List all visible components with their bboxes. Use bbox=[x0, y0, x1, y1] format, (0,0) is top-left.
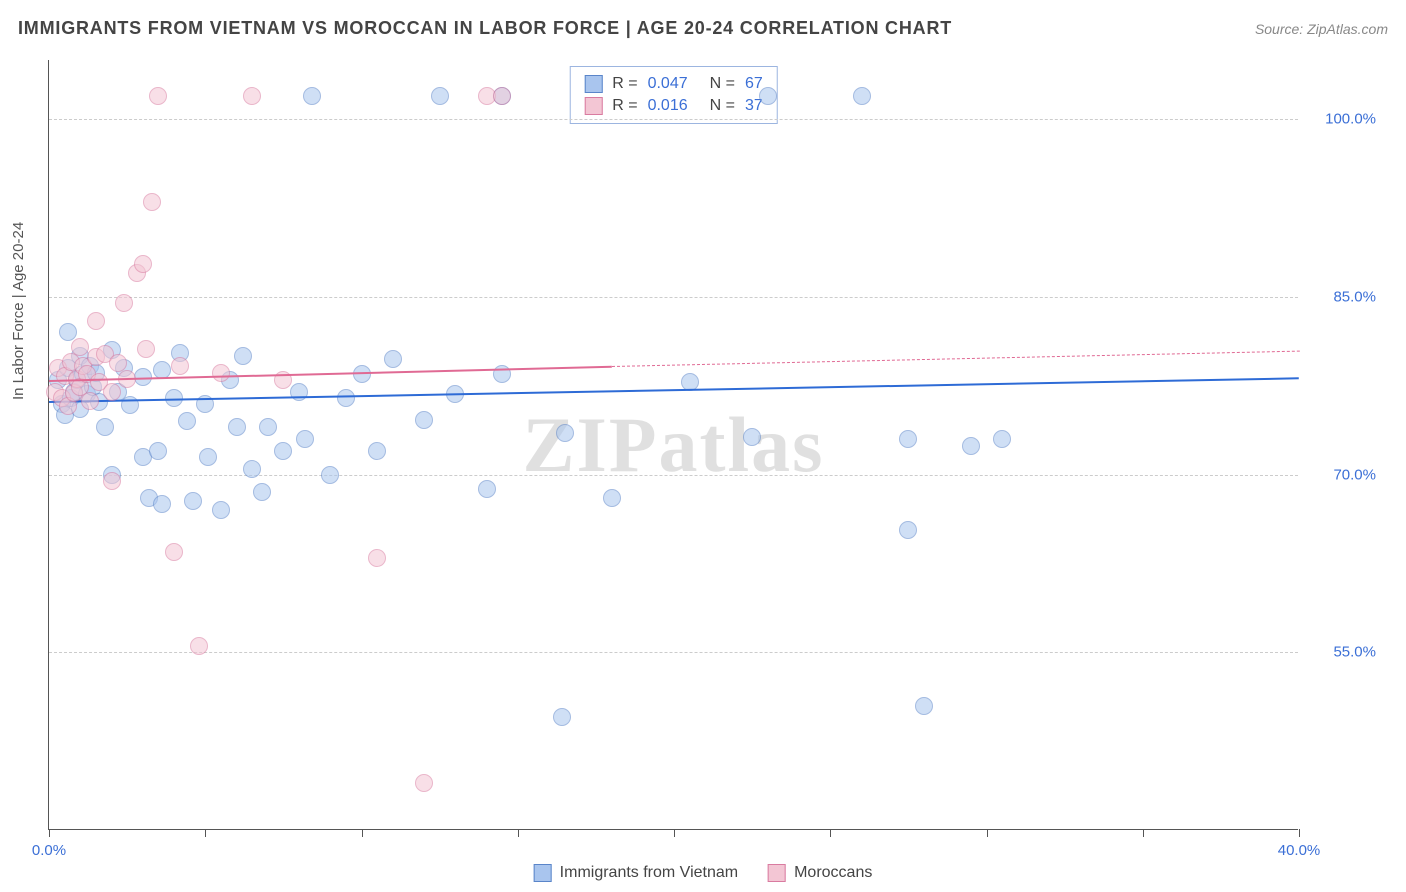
data-point bbox=[234, 347, 252, 365]
data-point bbox=[87, 312, 105, 330]
x-tick bbox=[49, 829, 50, 837]
stats-row: R =0.047N =67 bbox=[584, 73, 763, 95]
data-point bbox=[962, 437, 980, 455]
gridline bbox=[49, 119, 1298, 120]
x-tick bbox=[674, 829, 675, 837]
data-point bbox=[153, 495, 171, 513]
data-point bbox=[384, 350, 402, 368]
legend-swatch bbox=[584, 75, 602, 93]
data-point bbox=[115, 294, 133, 312]
data-point bbox=[228, 418, 246, 436]
legend-swatch bbox=[584, 97, 602, 115]
trend-line bbox=[611, 350, 1299, 366]
scatter-plot-area: ZIPatlas R =0.047N =67R =0.016N =37 55.0… bbox=[48, 60, 1298, 830]
stats-row: R =0.016N =37 bbox=[584, 95, 763, 117]
y-tick-label: 70.0% bbox=[1333, 466, 1376, 483]
data-point bbox=[853, 87, 871, 105]
data-point bbox=[184, 492, 202, 510]
stat-n-label: N = bbox=[710, 97, 735, 115]
stat-n-label: N = bbox=[710, 75, 735, 93]
data-point bbox=[143, 193, 161, 211]
data-point bbox=[993, 430, 1011, 448]
data-point bbox=[553, 708, 571, 726]
watermark-text: ZIPatlas bbox=[522, 400, 824, 490]
data-point bbox=[165, 543, 183, 561]
x-tick bbox=[518, 829, 519, 837]
data-point bbox=[274, 442, 292, 460]
data-point bbox=[303, 87, 321, 105]
data-point bbox=[743, 428, 761, 446]
chart-title: IMMIGRANTS FROM VIETNAM VS MOROCCAN IN L… bbox=[18, 18, 952, 39]
data-point bbox=[603, 489, 621, 507]
legend-swatch bbox=[768, 864, 786, 882]
stat-r-value: 0.047 bbox=[648, 75, 688, 93]
data-point bbox=[134, 255, 152, 273]
x-tick bbox=[1299, 829, 1300, 837]
data-point bbox=[81, 392, 99, 410]
gridline bbox=[49, 297, 1298, 298]
data-point bbox=[199, 448, 217, 466]
data-point bbox=[915, 697, 933, 715]
data-point bbox=[368, 549, 386, 567]
gridline bbox=[49, 475, 1298, 476]
stat-r-label: R = bbox=[612, 97, 637, 115]
chart-source: Source: ZipAtlas.com bbox=[1255, 21, 1388, 37]
stat-r-label: R = bbox=[612, 75, 637, 93]
stat-r-value: 0.016 bbox=[648, 97, 688, 115]
data-point bbox=[212, 501, 230, 519]
data-point bbox=[96, 418, 114, 436]
legend-item: Immigrants from Vietnam bbox=[534, 864, 738, 882]
data-point bbox=[759, 87, 777, 105]
data-point bbox=[368, 442, 386, 460]
x-tick bbox=[205, 829, 206, 837]
data-point bbox=[415, 774, 433, 792]
data-point bbox=[212, 364, 230, 382]
x-tick-label: 40.0% bbox=[1278, 842, 1321, 859]
series-legend: Immigrants from Vietnam Moroccans bbox=[534, 864, 873, 882]
y-axis-label: In Labor Force | Age 20-24 bbox=[10, 222, 27, 400]
data-point bbox=[493, 87, 511, 105]
x-tick-label: 0.0% bbox=[32, 842, 66, 859]
x-tick bbox=[987, 829, 988, 837]
legend-label: Immigrants from Vietnam bbox=[560, 864, 738, 882]
data-point bbox=[415, 411, 433, 429]
data-point bbox=[103, 472, 121, 490]
data-point bbox=[243, 460, 261, 478]
y-tick-label: 100.0% bbox=[1325, 111, 1376, 128]
y-tick-label: 55.0% bbox=[1333, 644, 1376, 661]
chart-header: IMMIGRANTS FROM VIETNAM VS MOROCCAN IN L… bbox=[18, 18, 1388, 39]
data-point bbox=[149, 442, 167, 460]
data-point bbox=[899, 521, 917, 539]
data-point bbox=[259, 418, 277, 436]
data-point bbox=[253, 483, 271, 501]
data-point bbox=[337, 389, 355, 407]
data-point bbox=[556, 424, 574, 442]
data-point bbox=[243, 87, 261, 105]
x-tick bbox=[362, 829, 363, 837]
x-tick bbox=[1143, 829, 1144, 837]
data-point bbox=[478, 480, 496, 498]
data-point bbox=[178, 412, 196, 430]
x-tick bbox=[830, 829, 831, 837]
gridline bbox=[49, 652, 1298, 653]
data-point bbox=[149, 87, 167, 105]
legend-label: Moroccans bbox=[794, 864, 872, 882]
legend-item: Moroccans bbox=[768, 864, 872, 882]
data-point bbox=[296, 430, 314, 448]
data-point bbox=[137, 340, 155, 358]
data-point bbox=[431, 87, 449, 105]
legend-swatch bbox=[534, 864, 552, 882]
y-tick-label: 85.0% bbox=[1333, 288, 1376, 305]
data-point bbox=[103, 383, 121, 401]
correlation-stats-box: R =0.047N =67R =0.016N =37 bbox=[569, 66, 778, 124]
data-point bbox=[190, 637, 208, 655]
data-point bbox=[899, 430, 917, 448]
data-point bbox=[171, 357, 189, 375]
data-point bbox=[321, 466, 339, 484]
